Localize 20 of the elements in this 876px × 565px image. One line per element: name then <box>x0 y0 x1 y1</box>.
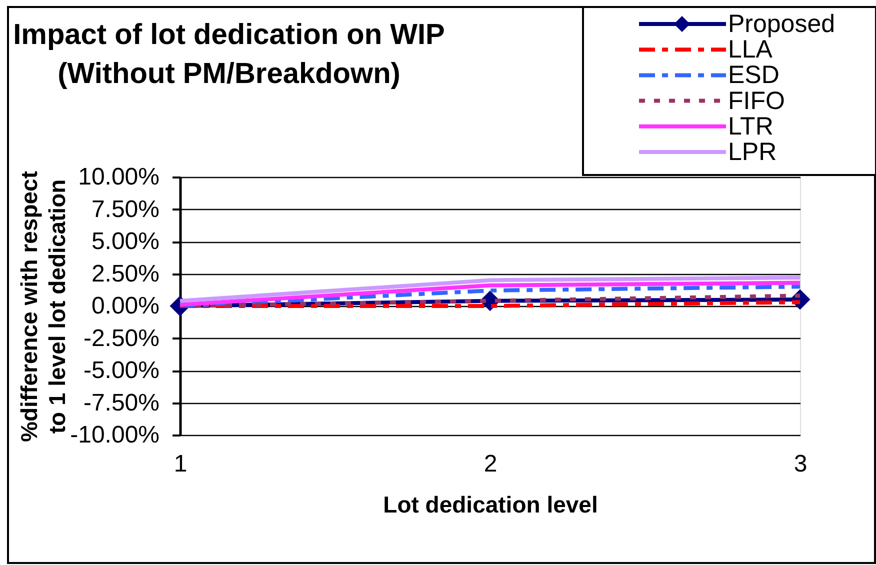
x-axis-title: Lot dedication level <box>383 492 598 518</box>
y-tick-label: 0.00% <box>91 292 160 320</box>
y-tick-label: 2.50% <box>91 260 160 288</box>
x-tick-label: 3 <box>794 450 808 478</box>
legend-label: LPR <box>728 138 777 166</box>
legend-label: FIFO <box>728 86 785 115</box>
y-tick-label: 5.00% <box>91 228 160 255</box>
y-tick-label: -7.50% <box>83 389 160 416</box>
y-tick-label: -5.00% <box>83 357 160 384</box>
x-tick-label: 2 <box>484 450 498 478</box>
y-axis-title: %difference with respect to 1 level lot dedication <box>16 170 70 442</box>
chart-title: Impact of lot dedication on WIP (Without PM/Breakdown) <box>13 19 445 90</box>
y-tick-label: -2.50% <box>83 324 160 352</box>
y-tick-label: -10.00% <box>70 422 160 448</box>
legend-label: ESD <box>728 61 780 90</box>
legend-label: LTR <box>728 112 774 140</box>
legend-label: Proposed <box>728 10 836 38</box>
y-tick-label: 7.50% <box>91 196 160 223</box>
y-tick-label: 10.00% <box>78 164 160 190</box>
x-tick-label: 1 <box>174 450 188 478</box>
